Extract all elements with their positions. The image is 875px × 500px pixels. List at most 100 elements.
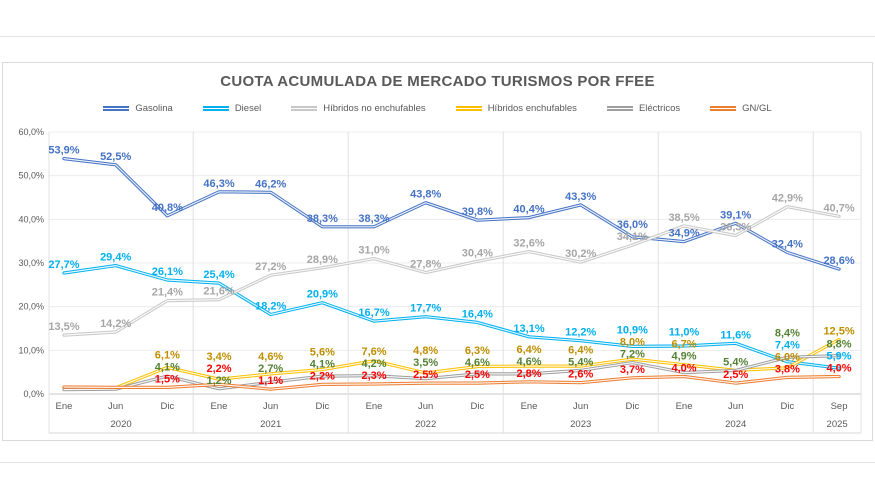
data-label: 6,4% [568,344,593,356]
data-label: 5,4% [723,356,748,368]
data-label: 36,3% [720,221,751,233]
data-label: 4,1% [310,358,335,370]
x-axis-month-label: Jun [108,401,123,412]
data-label: 4,6% [516,356,541,368]
x-axis-month-label: Ene [366,401,383,412]
data-label: 40,8% [152,202,183,214]
data-label: 29,4% [100,252,131,264]
data-label: 7,4% [775,339,800,351]
data-label: 2,2% [206,363,231,375]
data-label: 27,7% [48,259,79,271]
x-axis-year-label: 2021 [260,419,281,430]
data-label: 4,2% [361,358,386,370]
data-label: 10,9% [617,325,648,337]
data-label: 4,0% [827,363,852,375]
data-label: 11,0% [669,327,700,339]
data-label: 38,3% [358,213,389,225]
data-label: 5,6% [310,346,335,358]
data-label: 53,9% [48,145,79,157]
x-axis-month-label: Jun [263,401,278,412]
data-label: 6,4% [516,344,541,356]
x-axis-month-label: Jun [418,401,433,412]
data-label: 6,7% [672,339,697,351]
y-axis-tick-label: 0,0% [23,389,44,399]
x-axis-year-label: 2024 [725,419,746,430]
legend-label: Diesel [234,103,262,114]
legend-line-swatch-icon [455,106,482,111]
data-label: 39,8% [462,206,493,218]
data-label: 2,5% [723,369,748,381]
data-label: 1,2% [206,375,231,387]
legend-label: Gasolina [135,103,173,114]
bottom-divider [0,462,875,463]
top-divider [0,36,875,37]
y-axis-tick-label: 30,0% [18,258,44,268]
legend-item: Híbridos enchufables [455,103,577,114]
data-label: 25,4% [203,269,234,281]
data-label: 6,0% [775,351,800,363]
data-label: 30,2% [565,248,596,260]
x-axis-month-label: Ene [521,401,538,412]
data-label: 4,1% [155,361,180,373]
legend-line-swatch-icon [710,106,737,111]
data-label: 43,8% [410,189,441,201]
data-label: 34,9% [668,228,699,240]
data-label: 42,9% [772,193,803,205]
data-label: 14,2% [100,318,131,330]
y-axis-tick-label: 20,0% [18,302,44,312]
data-label: 1,5% [155,373,180,385]
data-label: 27,8% [410,259,441,271]
x-axis-month-label: Dic [470,401,484,412]
data-label: 12,2% [565,327,596,339]
x-axis-month-label: Dic [315,401,329,412]
legend-label: Eléctricos [638,103,681,114]
data-label: 38,5% [668,212,699,224]
data-label: 3,5% [413,357,438,369]
legend-item: Diesel [202,103,262,114]
data-label: 3,8% [775,363,800,375]
data-label: 40,4% [513,204,544,216]
data-label: 13,1% [513,323,544,335]
data-label: 2,5% [413,369,438,381]
series-line-core [63,355,840,391]
x-axis-month-label: Dic [160,401,174,412]
data-label: 8,8% [827,339,852,351]
series-line-core [63,158,840,270]
data-label: 43,3% [565,191,596,203]
data-label: 6,1% [155,349,180,361]
data-label: 4,0% [672,363,697,375]
data-label: 39,1% [720,209,751,221]
data-label: 2,6% [568,369,593,381]
data-label: 1,1% [258,375,283,387]
data-label: 2,8% [516,368,541,380]
data-label: 8,4% [775,327,800,339]
chart-title: CUOTA ACUMULADA DE MERCADO TURISMOS POR … [220,73,655,90]
x-axis-year-label: 2022 [415,419,436,430]
legend-label: GN/GL [742,103,772,114]
data-label: 2,3% [361,370,386,382]
data-label: 4,6% [465,357,490,369]
data-label: 17,7% [410,303,441,315]
series-line-core [63,375,840,390]
data-label: 40,7% [823,202,854,214]
data-label: 6,3% [465,345,490,357]
data-label: 52,5% [100,151,131,163]
y-axis-tick-label: 10,0% [18,345,44,355]
legend-item: GN/GL [710,103,772,114]
data-label: 12,5% [823,325,854,337]
data-label: 28,6% [823,255,854,267]
legend-line-swatch-icon [606,106,633,111]
x-axis-month-label: Ene [211,401,228,412]
legend-item: Eléctricos [606,103,681,114]
data-label: 46,3% [203,178,234,190]
x-axis-year-label: 2023 [570,419,591,430]
data-label: 28,9% [307,254,338,266]
data-label: 7,2% [620,349,645,361]
legend-item: Gasolina [103,103,173,114]
data-label: 21,6% [203,286,234,298]
y-axis-tick-label: 40,0% [18,214,44,224]
data-label: 46,2% [255,178,286,190]
series-line-core [63,338,840,389]
data-label: 31,0% [358,245,389,257]
legend-item: Híbridos no enchufables [291,103,426,114]
